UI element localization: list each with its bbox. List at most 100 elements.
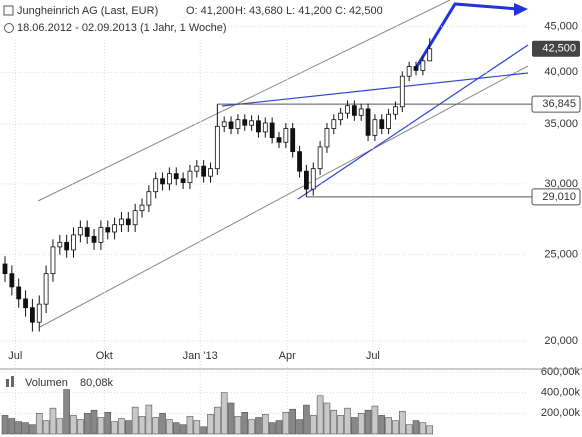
volume-bar <box>303 404 310 435</box>
volume-bar <box>63 389 70 435</box>
subtitle: 18.06.2012 - 02.09.2013 (1 Jahr, 1 Woche… <box>17 22 227 34</box>
candle-body <box>173 173 179 180</box>
volume-bar <box>419 422 427 435</box>
volume-value: 80,08k <box>80 377 114 389</box>
candle-body <box>146 191 152 206</box>
volume-bar <box>426 425 434 435</box>
candle-body <box>304 170 309 190</box>
volume-icon <box>6 379 9 387</box>
volume-bar <box>90 409 98 435</box>
high-label: H: 43,680 <box>235 5 283 17</box>
candle-body <box>365 108 371 136</box>
x-tick-label: Jan '13 <box>183 350 218 362</box>
volume-bar <box>77 419 84 435</box>
volume-bar <box>330 409 338 435</box>
candle-body <box>297 151 302 172</box>
candle-body <box>50 246 56 275</box>
candle-body <box>187 170 193 183</box>
volume-bar <box>405 424 413 435</box>
volume-bar <box>378 415 386 435</box>
candle-body <box>331 119 337 129</box>
candle-body <box>16 286 22 300</box>
volume-bar <box>207 414 214 435</box>
header: Jungheinrich AG (Last, EUR) O: 41,200 H:… <box>3 5 383 34</box>
candle-body <box>139 204 145 212</box>
candle-body <box>256 120 261 133</box>
low-label: L: 41,200 <box>286 5 332 17</box>
y-tick-label: 40,000 <box>544 66 578 78</box>
candle-body <box>2 263 8 275</box>
candle-body <box>345 105 350 114</box>
volume-bar <box>323 402 331 435</box>
candle-body <box>194 165 200 172</box>
y-tick-label: 25,000 <box>544 248 578 260</box>
icon <box>3 5 14 16</box>
volume-bar <box>49 407 57 435</box>
candle-body <box>379 119 385 129</box>
volume-bar <box>357 413 365 435</box>
candle-body <box>214 125 220 170</box>
close-label: C: 42,500 <box>335 5 383 17</box>
candle-body <box>112 224 118 233</box>
candle-body <box>283 128 289 143</box>
volume-icon <box>11 376 14 387</box>
volume-tick-label: 200,00k <box>541 407 581 419</box>
volume-bar <box>262 414 269 435</box>
candle-body <box>132 210 138 226</box>
volume-bar <box>172 422 180 435</box>
volume-bar <box>145 404 153 435</box>
candle-body <box>64 241 70 251</box>
candle-body <box>105 227 111 233</box>
candle-body <box>180 178 186 183</box>
volume-bar <box>111 421 118 435</box>
current-label: 42,500 <box>542 43 576 55</box>
volume-bar <box>234 416 242 435</box>
volume-bar <box>97 417 105 435</box>
trend-lines <box>37 0 529 328</box>
level-box <box>531 188 581 206</box>
volume-bar <box>166 419 173 435</box>
candle-body <box>290 128 296 153</box>
candle-body <box>242 119 248 126</box>
candle-body <box>427 48 433 62</box>
x-tick-label: Jul <box>8 350 22 362</box>
volume-bar <box>371 405 379 435</box>
candle-body <box>276 137 282 143</box>
candle-body <box>125 218 131 226</box>
plot: 45,000 40,000 35,000 30,000 25,000 20,000 Jul O… <box>0 21 581 437</box>
volume-bar <box>83 413 91 435</box>
volume-bar <box>248 419 255 435</box>
candle-body <box>84 227 90 237</box>
candle-body <box>167 173 172 185</box>
volume-bar <box>392 420 399 435</box>
volume-bar <box>118 418 125 435</box>
candle-body <box>9 273 15 288</box>
candle-body <box>406 66 412 77</box>
volume-bar <box>344 407 351 435</box>
volume-bar <box>131 406 139 435</box>
candle-body <box>372 119 378 136</box>
volume-bar <box>412 420 420 435</box>
candle-body <box>324 128 330 148</box>
candle-body <box>119 218 124 226</box>
candle-body <box>269 122 275 139</box>
level-label: 29,010 <box>542 191 576 203</box>
candle-body <box>77 227 83 236</box>
volume-bar <box>241 411 249 435</box>
candle-body <box>71 234 76 251</box>
volume-bar <box>268 422 276 435</box>
candle-body <box>338 112 344 121</box>
clock-icon <box>4 23 14 33</box>
candle-body <box>153 178 159 193</box>
volume-bar <box>227 402 235 435</box>
volume-tick-label: 600,00k <box>541 366 581 378</box>
channel-upper <box>37 0 451 202</box>
candle-body <box>399 75 405 108</box>
candle-body <box>228 121 234 129</box>
volume-bar <box>138 416 146 435</box>
level-box <box>531 95 581 113</box>
candle-body <box>91 235 97 243</box>
